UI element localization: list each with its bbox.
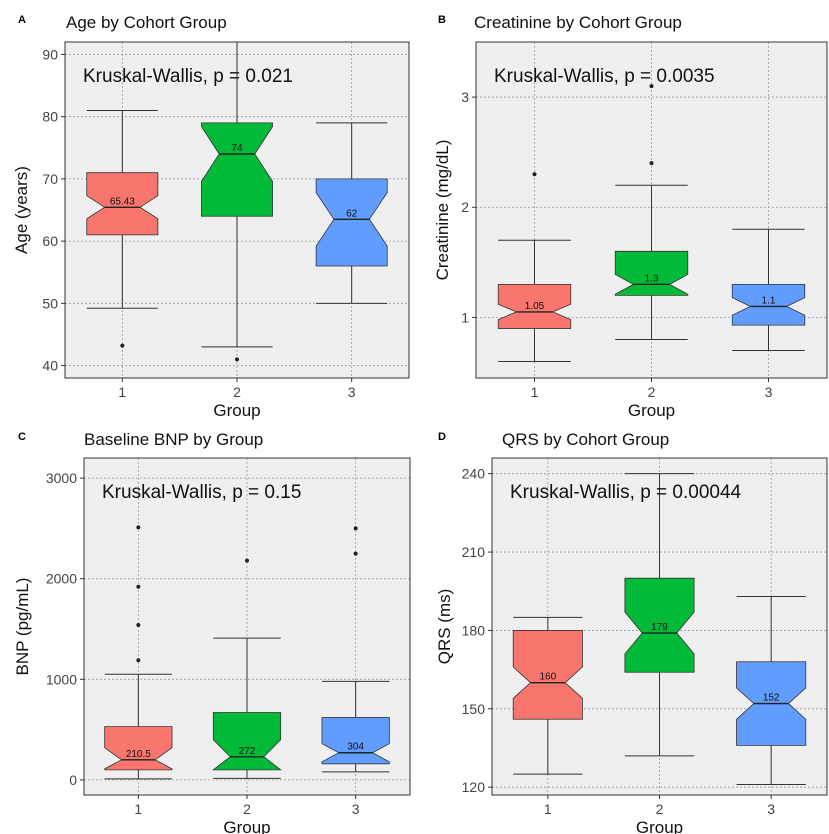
box-group-3: 152 xyxy=(736,595,807,786)
median-label: 62 xyxy=(346,208,358,219)
panel-c: 210.5 272 304 Kruskal-Wallis, p = 0.15 0 1000… xyxy=(13,457,411,834)
y-tick-label: 70 xyxy=(42,171,58,187)
outlier-point xyxy=(245,558,249,563)
y-tick-label: 50 xyxy=(42,295,58,311)
outlier-point xyxy=(120,343,125,348)
panel-d: 160 179 152 Kruskal-Wallis, p = 0.00044 120 1… xyxy=(435,457,828,834)
x-tick-label: 2 xyxy=(243,801,251,817)
box-group-3: 1.1 xyxy=(731,228,806,351)
panel-a: 65.43 74 62 Kruskal-Wallis, p = 0.021 40 50 60… xyxy=(12,41,410,420)
y-axis-title: BNP (pg/mL) xyxy=(13,578,32,676)
x-tick-label: 1 xyxy=(531,384,539,400)
median-label: 304 xyxy=(347,742,364,753)
y-tick-label: 40 xyxy=(42,358,58,374)
x-tick-label: 1 xyxy=(118,384,126,400)
box xyxy=(212,712,282,771)
y-tick-label: 60 xyxy=(42,233,58,249)
x-tick-label: 3 xyxy=(765,384,773,400)
outlier-point xyxy=(353,526,358,531)
box xyxy=(321,717,390,765)
box xyxy=(512,630,583,720)
outlier-point xyxy=(649,84,654,89)
outlier-point xyxy=(136,525,141,530)
y-axis-title: Creatinine (mg/dL) xyxy=(433,140,452,281)
outlier-point xyxy=(649,161,654,166)
x-tick-label: 3 xyxy=(767,801,775,817)
y-axis-title: QRS (ms) xyxy=(435,589,454,665)
x-tick-label: 1 xyxy=(544,801,552,817)
y-tick-label: 1000 xyxy=(46,671,77,687)
y-tick-label: 3000 xyxy=(46,470,77,486)
kruskal-wallis-annotation: Kruskal-Wallis, p = 0.0035 xyxy=(494,66,715,87)
y-tick-label: 240 xyxy=(462,466,486,482)
x-tick-label: 2 xyxy=(233,384,241,400)
x-tick-label: 2 xyxy=(656,801,664,817)
outlier-point xyxy=(136,622,141,627)
median-label: 1.1 xyxy=(762,295,776,306)
kruskal-wallis-annotation: Kruskal-Wallis, p = 0.15 xyxy=(102,482,301,503)
outlier-point xyxy=(353,551,358,556)
outlier-point xyxy=(235,357,239,362)
y-tick-label: 90 xyxy=(42,46,58,62)
x-tick-label: 3 xyxy=(352,801,360,817)
panel-b: 1.05 1.3 1.1 Kruskal-Wallis, p = 0.0035 1 2 3 1… xyxy=(433,41,828,420)
median-label: 210.5 xyxy=(126,749,151,760)
median-label: 160 xyxy=(539,672,556,683)
box-group-2: 179 xyxy=(624,473,695,757)
box-group-1: 1.05 xyxy=(497,172,572,362)
x-tick-label: 3 xyxy=(348,384,356,400)
box xyxy=(104,726,173,771)
box-group-3: 62 xyxy=(315,122,388,304)
y-tick-label: 2000 xyxy=(46,571,77,587)
box-group-2: 1.3 xyxy=(614,84,689,340)
x-axis-title: Group xyxy=(213,401,260,420)
x-tick-label: 2 xyxy=(648,384,656,400)
median-label: 65.43 xyxy=(110,196,135,207)
x-axis-title: Group xyxy=(636,818,683,834)
box-group-1: 160 xyxy=(512,616,583,775)
box-group-3: 304 xyxy=(321,526,390,773)
box-group-1: 65.43 xyxy=(86,109,159,348)
y-tick-label: 180 xyxy=(462,622,486,638)
box xyxy=(731,283,806,326)
y-tick-label: 3 xyxy=(461,89,469,105)
kruskal-wallis-annotation: Kruskal-Wallis, p = 0.021 xyxy=(83,66,293,87)
median-label: 152 xyxy=(763,693,780,704)
outlier-point xyxy=(532,172,537,177)
y-tick-label: 150 xyxy=(462,701,486,717)
box-group-1: 210.5 xyxy=(104,525,173,780)
x-axis-title: Group xyxy=(628,401,675,420)
y-tick-label: 80 xyxy=(42,109,58,125)
outlier-point xyxy=(136,584,141,589)
median-label: 1.05 xyxy=(525,301,545,312)
x-tick-label: 1 xyxy=(134,801,142,817)
box xyxy=(624,577,695,673)
y-tick-label: 210 xyxy=(462,544,486,560)
median-label: 272 xyxy=(239,746,256,757)
y-axis-title: Age (years) xyxy=(12,166,31,254)
median-label: 179 xyxy=(651,622,668,633)
box xyxy=(497,283,572,329)
box xyxy=(315,178,388,267)
y-tick-label: 1 xyxy=(461,309,469,325)
box xyxy=(201,122,273,217)
y-tick-label: 0 xyxy=(69,772,77,788)
x-axis-title: Group xyxy=(223,818,270,834)
median-label: 1.3 xyxy=(645,273,659,284)
kruskal-wallis-annotation: Kruskal-Wallis, p = 0.00044 xyxy=(510,482,742,503)
median-label: 74 xyxy=(231,143,243,154)
outlier-point xyxy=(136,658,141,663)
y-tick-label: 2 xyxy=(461,199,469,215)
box-group-2: 272 xyxy=(212,558,282,779)
box xyxy=(86,172,159,236)
y-tick-label: 120 xyxy=(462,779,486,795)
